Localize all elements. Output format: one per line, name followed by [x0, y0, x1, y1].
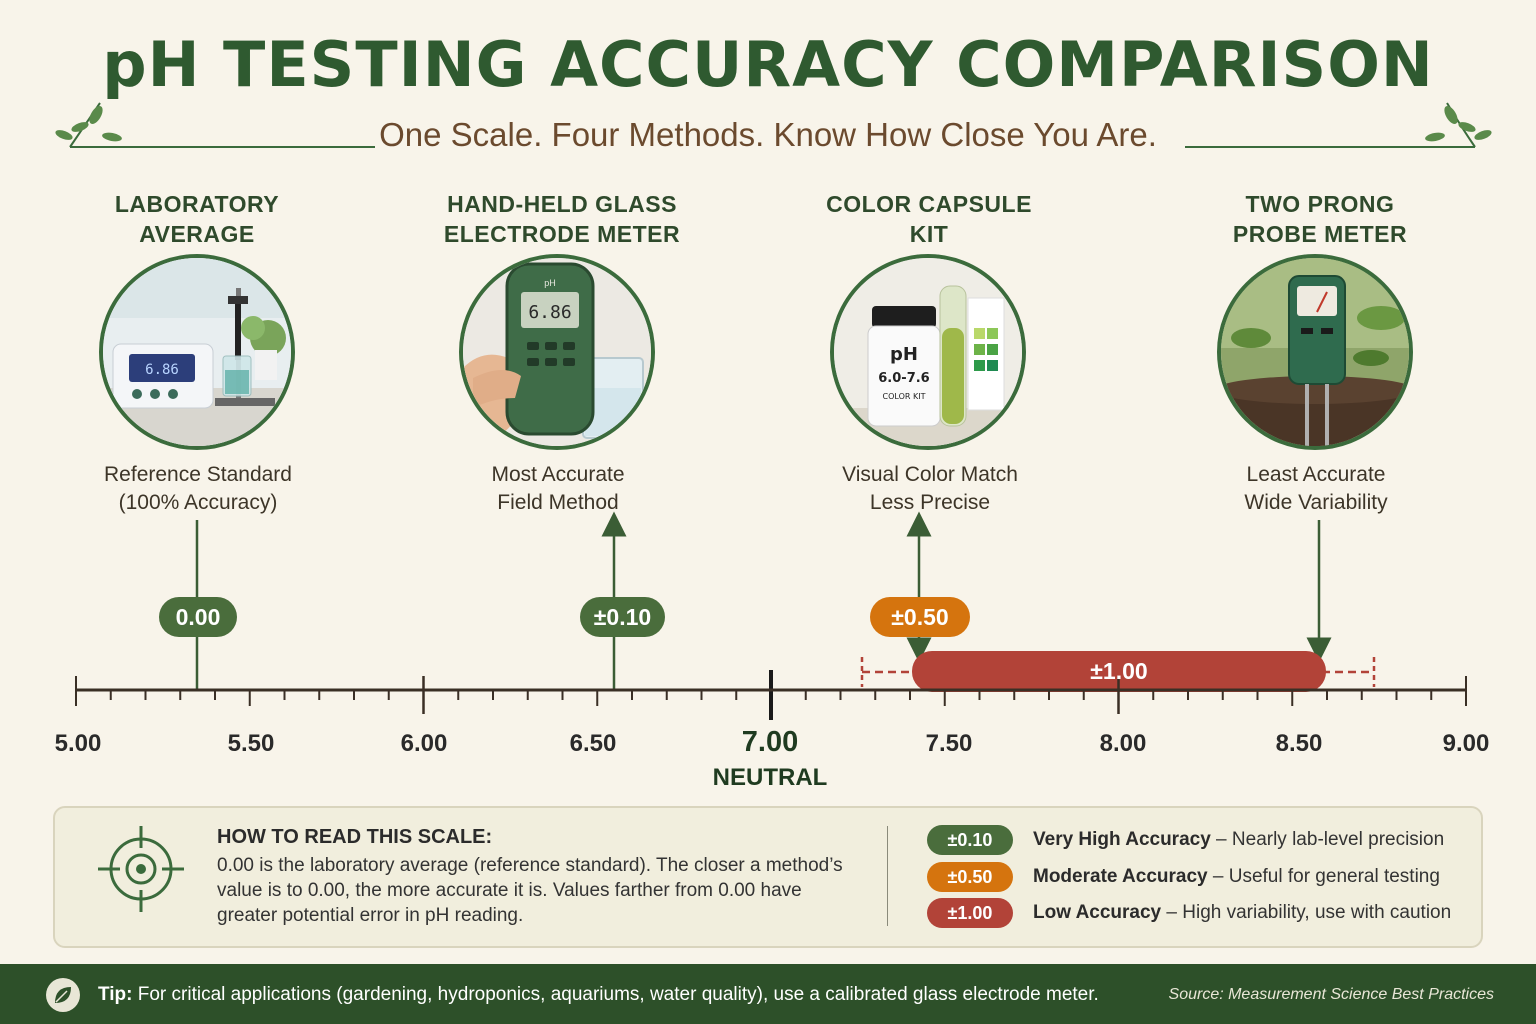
svg-text:6.86: 6.86 — [528, 302, 571, 323]
method-desc-color-kit: Visual Color Match Less Precise — [842, 463, 1018, 514]
color-kit-icon: pH 6.0-7.6 COLOR KIT — [830, 254, 1026, 450]
legend-panel — [53, 806, 1483, 948]
right-vine-decoration — [1185, 102, 1492, 148]
svg-text:6.86: 6.86 — [145, 362, 179, 378]
svg-text:COLOR KIT: COLOR KIT — [883, 392, 926, 401]
legend-divider — [887, 826, 888, 926]
method-desc-laboratory: Reference Standard (100% Accuracy) — [104, 463, 292, 514]
leaf-icon — [46, 978, 80, 1012]
method-desc-handheld: Most Accurate Field Method — [491, 463, 625, 514]
lab-meter-icon: 6.86 — [99, 254, 295, 450]
legend-text-moderate: Moderate Accuracy – Useful for general t… — [1033, 866, 1440, 887]
legend-text-very-high: Very High Accuracy – Nearly lab-level pr… — [1033, 829, 1445, 850]
legend-text-low: Low Accuracy – High variability, use wit… — [1033, 902, 1452, 923]
footer-bar — [0, 964, 1536, 1024]
svg-text:pH: pH — [544, 278, 556, 288]
tick-label-8-00: 8.00 — [1099, 730, 1147, 757]
method-desc-probe: Least Accurate Wide Variability — [1244, 463, 1388, 514]
method-title-probe: TWO PRONG PROBE METER — [1232, 191, 1408, 247]
method-title-laboratory: LABORATORY AVERAGE — [114, 191, 280, 247]
tick-label-5-50: 5.50 — [227, 730, 275, 757]
page-subtitle: One Scale. Four Methods. Know How Close … — [379, 116, 1157, 153]
value-label-probe: ±1.00 — [1090, 658, 1148, 684]
tick-label-7-00: 7.00 — [741, 726, 799, 758]
probe-error-bar — [912, 651, 1326, 692]
tick-label-6-50: 6.50 — [569, 730, 617, 757]
method-title-color-kit: COLOR CAPSULE KIT — [826, 191, 1032, 247]
svg-text:6.0-7.6: 6.0-7.6 — [878, 371, 929, 386]
tick-label-5-00: 5.00 — [54, 730, 102, 757]
legend-pill-low: ±1.00 — [927, 898, 1013, 928]
value-pill-handheld: ±0.10 — [580, 597, 665, 637]
tick-label-8-50: 8.50 — [1275, 730, 1323, 757]
footer-source: Source: Measurement Science Best Practic… — [1168, 986, 1494, 1003]
legend-pill-moderate: ±0.50 — [927, 862, 1013, 892]
value-pill-laboratory: 0.00 — [159, 597, 237, 637]
value-pill-color-kit: ±0.50 — [870, 597, 970, 637]
svg-text:pH: pH — [890, 344, 918, 365]
tick-label-7-50: 7.50 — [925, 730, 973, 757]
how-to-read-body: 0.00 is the laboratory average (referenc… — [217, 855, 843, 926]
probe-meter-icon — [1217, 254, 1413, 450]
accuracy-scale — [75, 511, 1467, 720]
footer-tip: Tip: For critical applications (gardenin… — [98, 984, 1099, 1005]
left-vine-decoration — [55, 102, 375, 148]
method-title-handheld: HAND-HELD GLASS ELECTRODE METER — [443, 191, 681, 247]
how-to-read-title: HOW TO READ THIS SCALE: — [217, 826, 493, 848]
page-title: pH TESTING ACCURACY COMPARISON — [102, 28, 1434, 101]
legend-pill-very-high: ±0.10 — [927, 825, 1013, 855]
tick-label-6-00: 6.00 — [400, 730, 448, 757]
axis-ticks — [75, 670, 1467, 720]
handheld-meter-icon: 6.86 pH — [459, 254, 655, 450]
tick-label-9-00: 9.00 — [1442, 730, 1490, 757]
target-icon — [98, 826, 184, 912]
neutral-label: NEUTRAL — [712, 764, 828, 791]
